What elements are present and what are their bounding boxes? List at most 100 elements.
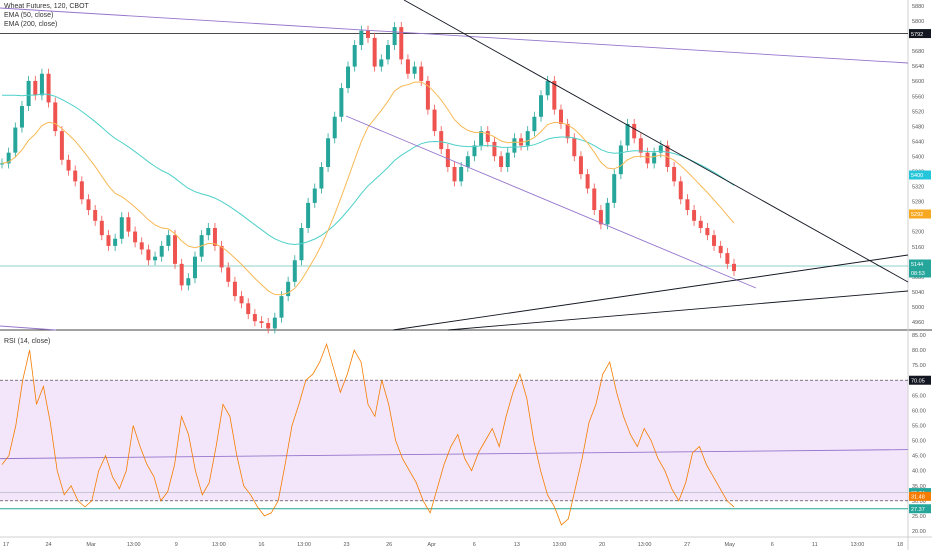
candle-body [452, 167, 457, 182]
candle-body [33, 80, 38, 96]
rsi-tick-label: 60.00 [912, 408, 926, 414]
ascending-trendline-upper [392, 254, 909, 331]
time-tick-label: 16 [258, 542, 264, 548]
price-tick-label: 5880 [912, 4, 924, 10]
time-tick-label: 6 [771, 542, 774, 548]
candle-body [479, 131, 484, 146]
rsi-line [1, 342, 735, 526]
time-tick-label: 26 [386, 542, 392, 548]
candle-body [578, 156, 583, 175]
price-tick-label: 5400 [912, 154, 924, 160]
time-tick-label: 17 [3, 542, 9, 548]
candle-body [672, 167, 677, 182]
candle-body [439, 131, 444, 150]
candle-body [698, 220, 703, 228]
price-tick-label: 5520 [912, 109, 924, 115]
rsi-tick-label: 80.00 [912, 348, 926, 354]
candle-body [445, 149, 450, 167]
badge-resistance-bg [909, 29, 931, 39]
time-tick-label: Apr [427, 542, 436, 548]
ema50-line [1, 81, 735, 296]
upper-channel-line [0, 7, 909, 64]
candle-body [592, 188, 597, 211]
time-tick-label: 9 [175, 542, 178, 548]
candle-body [685, 199, 690, 211]
time-tick-label: 13:00 [638, 542, 652, 548]
badge-rsi-current-bg [909, 491, 931, 501]
candle-body [472, 145, 477, 157]
candle-body [352, 45, 357, 67]
badge-countdown: 08:53 [909, 268, 931, 278]
symbol-title[interactable]: Wheat Futures, 120, CBOT [4, 3, 89, 10]
rsi-title[interactable]: RSI (14, close) [4, 338, 51, 345]
badge-rsi-current-label: 31.48 [911, 495, 925, 501]
rsi-trendline [0, 449, 909, 460]
candle-body [206, 227, 211, 236]
candle-body [505, 152, 510, 167]
price-tick-label: 5160 [912, 245, 924, 251]
candle-body [718, 245, 723, 254]
candle-body [139, 242, 144, 250]
badge-rsi-70: 70.05 [909, 375, 931, 385]
rsi-tick-label: 20.00 [912, 529, 926, 535]
candle-body [618, 145, 623, 175]
candle-body [732, 263, 736, 272]
candle-body [279, 296, 284, 318]
candle-body [425, 80, 430, 110]
candle-body [532, 116, 537, 132]
channel-stub-line [0, 325, 57, 331]
badge-resistance-label: 5792 [911, 32, 923, 38]
rsi-legend: RSI (14, close) [4, 337, 50, 346]
candle-body [146, 249, 151, 261]
candle-body [539, 95, 544, 117]
candle-body [159, 245, 164, 257]
candle-body [106, 235, 111, 246]
time-tick-label: 13 [514, 542, 520, 548]
candle-body [272, 317, 277, 329]
price-tick-label: 5680 [912, 49, 924, 55]
candle-body [232, 281, 237, 297]
candle-body [405, 59, 410, 74]
rsi-tick-label: 55.00 [912, 423, 926, 429]
candle-body [565, 123, 570, 139]
candle-body [525, 131, 530, 146]
candle-body [379, 59, 384, 67]
time-tick-label: 13:00 [851, 542, 865, 548]
candle-body [153, 256, 158, 261]
price-tick-label: 5080 [912, 275, 924, 281]
time-axis: 17 24 Mar 13:00 9 13:00 16 13:00 23 26 Apr 6 13 13:00… [3, 542, 903, 548]
candle-body [133, 231, 138, 243]
price-tick-label: 5560 [912, 94, 924, 100]
time-tick-label: 11 [812, 542, 818, 548]
badge-last-price: 5144 [909, 259, 931, 269]
price-tick-label: 5800 [912, 19, 924, 25]
badge-rsi-70-bg [909, 375, 931, 385]
badge-rsi-70-label: 70.05 [911, 378, 925, 384]
candle-body [319, 167, 324, 189]
candle-body [366, 30, 370, 38]
candle-body [19, 106, 24, 128]
candle-body [39, 73, 44, 96]
badge-countdown-bg [909, 268, 931, 278]
price-tick-label: 4960 [912, 320, 924, 326]
candle-body [286, 281, 291, 297]
candle-body [66, 159, 71, 171]
lower-channel-line [345, 115, 757, 289]
rsi-tick-label: 85.00 [912, 333, 926, 339]
candle-body [605, 202, 610, 225]
candle-body [399, 27, 404, 60]
ema50-legend[interactable]: EMA (50, close) [4, 12, 54, 19]
candle-body [552, 80, 557, 110]
candle-body [372, 37, 377, 67]
rsi-tick-label: 40.00 [912, 469, 926, 475]
price-tick-label: 5600 [912, 79, 924, 85]
badge-rsi-current: 31.48 [909, 491, 931, 501]
rsi-tick-label: 30.00 [912, 499, 926, 505]
candle-body [73, 170, 78, 182]
candle-body [212, 227, 217, 246]
ema200-legend[interactable]: EMA (200, close) [4, 21, 58, 28]
candle-body [485, 131, 490, 142]
candle-body [59, 131, 64, 160]
